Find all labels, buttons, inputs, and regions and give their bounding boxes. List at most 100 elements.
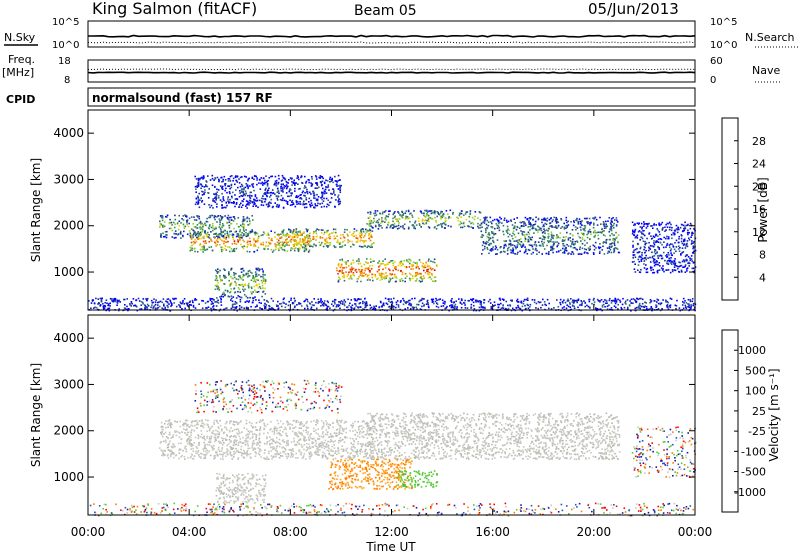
power-echo-cell <box>231 201 233 204</box>
power-echo-cell <box>379 222 382 225</box>
power-echo-cell <box>294 239 296 241</box>
power-echo-cell <box>565 216 568 219</box>
power-echo-cell <box>240 277 243 279</box>
power-echo-cell <box>384 264 387 266</box>
power-echo-cell <box>325 179 327 182</box>
power-echo-cell <box>297 176 299 179</box>
power-echo-cell <box>254 232 256 235</box>
power-echo-cell <box>487 243 490 246</box>
power-echo-cell <box>363 263 366 266</box>
power-echo-cell <box>598 231 600 234</box>
power-echo-cell <box>240 243 242 246</box>
power-echo-cell <box>282 232 284 234</box>
power-echo-cell <box>159 226 161 228</box>
power-echo-cell <box>423 298 425 300</box>
power-echo-cell <box>391 277 394 279</box>
power-echo-cell <box>343 304 346 307</box>
velocity-echo-cell <box>349 437 352 440</box>
power-echo-cell <box>137 297 140 300</box>
power-echo-layer <box>88 174 697 312</box>
power-echo-cell <box>663 251 665 254</box>
power-ytick-label: 1000 <box>53 265 84 279</box>
power-echo-cell <box>300 245 303 248</box>
power-echo-cell <box>687 229 689 232</box>
power-echo-cell <box>564 301 567 304</box>
power-echo-cell <box>516 244 519 246</box>
power-echo-cell <box>320 206 323 208</box>
power-echo-cell <box>682 230 684 232</box>
power-echo-cell <box>418 223 421 225</box>
power-echo-cell <box>542 224 545 226</box>
power-echo-cell <box>692 267 695 270</box>
power-echo-cell <box>198 217 201 220</box>
power-echo-cell <box>247 202 249 205</box>
power-echo-cell <box>654 300 656 302</box>
power-echo-cell <box>685 302 688 304</box>
power-echo-cell <box>611 232 613 235</box>
power-echo-cell <box>182 215 185 217</box>
power-echo-cell <box>433 280 436 283</box>
power-echo-cell <box>411 297 413 300</box>
power-echo-cell <box>162 232 164 235</box>
power-echo-cell <box>242 226 245 228</box>
power-echo-cell <box>217 235 220 238</box>
power-echo-cell <box>516 253 518 255</box>
power-echo-cell <box>628 304 631 306</box>
power-echo-cell <box>516 246 519 248</box>
power-echo-cell <box>415 280 418 282</box>
power-echo-cell <box>337 196 339 198</box>
power-echo-cell <box>654 252 657 255</box>
power-echo-cell <box>424 215 426 218</box>
power-echo-cell <box>184 307 186 310</box>
power-echo-cell <box>350 234 353 236</box>
power-echo-cell <box>235 235 238 238</box>
power-echo-cell <box>548 302 550 305</box>
power-echo-cell <box>425 303 428 305</box>
power-echo-cell <box>249 271 252 274</box>
power-echo-cell <box>671 243 674 246</box>
power-echo-cell <box>309 232 311 235</box>
power-echo-cell <box>571 229 574 231</box>
power-echo-cell <box>323 205 325 208</box>
power-echo-cell <box>543 236 545 239</box>
power-echo-cell <box>363 272 365 274</box>
power-echo-cell <box>657 238 660 241</box>
power-echo-cell <box>680 254 682 256</box>
power-echo-cell <box>359 271 361 273</box>
power-echo-cell <box>636 306 638 309</box>
power-echo-cell <box>643 245 646 248</box>
power-echo-cell <box>686 267 689 269</box>
power-echo-cell <box>316 198 319 201</box>
power-echo-cell <box>274 193 276 195</box>
power-echo-cell <box>211 174 214 177</box>
power-echo-cell <box>260 234 263 237</box>
velocity-echo-cell <box>317 446 319 449</box>
power-echo-cell <box>392 213 394 216</box>
velocity-echo-cell <box>341 432 344 435</box>
power-echo-cell <box>169 218 171 221</box>
power-echo-cell <box>496 239 499 241</box>
power-echo-cell <box>264 200 266 203</box>
power-echo-cell <box>556 218 558 221</box>
power-echo-cell <box>583 234 585 237</box>
power-echo-cell <box>341 271 343 274</box>
cpid-label: CPID <box>6 93 35 106</box>
power-echo-cell <box>576 248 578 251</box>
power-echo-cell <box>524 236 526 238</box>
power-echo-cell <box>400 225 402 228</box>
power-echo-cell <box>656 255 659 257</box>
power-echo-cell <box>416 264 419 266</box>
power-echo-cell <box>408 277 411 280</box>
power-echo-cell <box>599 216 601 219</box>
power-echo-cell <box>566 221 568 224</box>
power-echo-cell <box>338 243 341 245</box>
power-echo-cell <box>459 220 462 223</box>
velocity-echo-cell <box>232 456 235 458</box>
power-echo-cell <box>232 177 235 180</box>
power-echo-cell <box>365 261 367 263</box>
power-echo-cell <box>194 226 197 228</box>
power-echo-cell <box>560 218 562 220</box>
power-echo-cell <box>241 220 244 223</box>
power-echo-cell <box>293 232 295 235</box>
power-echo-cell <box>243 187 245 189</box>
